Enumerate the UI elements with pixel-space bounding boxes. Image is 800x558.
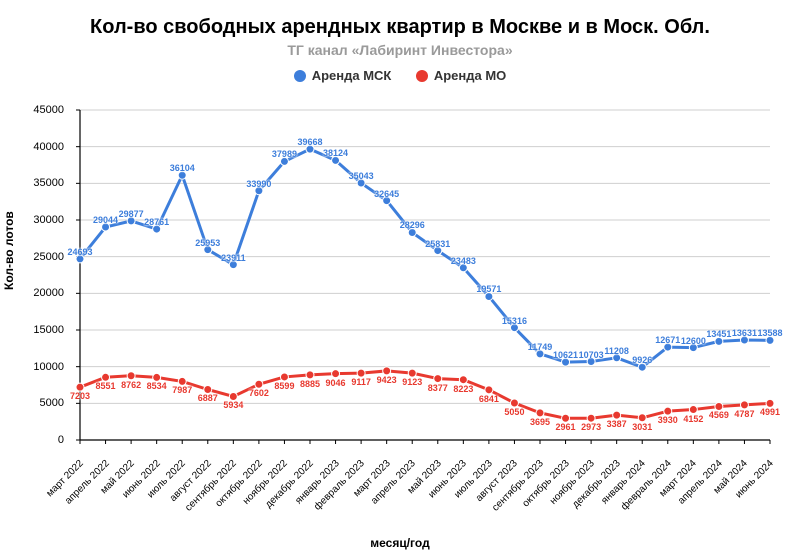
- data-label: 2961: [556, 422, 576, 432]
- data-label: 32645: [374, 189, 399, 199]
- data-label: 28296: [400, 220, 425, 230]
- data-label: 24693: [67, 247, 92, 257]
- chart-container: Кол-во свободных арендных квартир в Моск…: [0, 0, 800, 558]
- data-label: 13588: [757, 328, 782, 338]
- data-label: 33990: [246, 179, 271, 189]
- x-axis-title: месяц/год: [0, 536, 800, 550]
- y-tick-label: 10000: [33, 361, 64, 373]
- plot-area: 0500010000150002000025000300003500040000…: [70, 100, 780, 450]
- data-label: 8599: [274, 381, 294, 391]
- y-tick-label: 0: [58, 434, 64, 446]
- data-label: 29044: [93, 215, 118, 225]
- y-tick-label: 15000: [33, 324, 64, 336]
- data-label: 9423: [377, 375, 397, 385]
- data-label: 7602: [249, 388, 269, 398]
- data-label: 3387: [607, 419, 627, 429]
- legend: Аренда МСК Аренда МО: [0, 68, 800, 87]
- data-label: 9123: [402, 377, 422, 387]
- data-label: 8534: [147, 381, 167, 391]
- data-label: 7203: [70, 391, 90, 401]
- data-label: 10703: [579, 350, 604, 360]
- data-label: 9117: [351, 377, 371, 387]
- data-label: 4991: [760, 407, 780, 417]
- data-label: 38124: [323, 148, 348, 158]
- legend-item-msk: Аренда МСК: [294, 68, 392, 83]
- data-label: 5934: [223, 400, 243, 410]
- data-label: 7987: [172, 385, 192, 395]
- legend-dot-msk: [294, 70, 306, 82]
- data-label: 4787: [734, 409, 754, 419]
- data-label: 37989: [272, 149, 297, 159]
- data-label: 13451: [706, 329, 731, 339]
- data-label: 3031: [632, 422, 652, 432]
- data-label: 23483: [451, 256, 476, 266]
- data-label: 28761: [144, 217, 169, 227]
- y-tick-label: 25000: [33, 251, 64, 263]
- data-label: 9926: [632, 355, 652, 365]
- legend-label-msk: Аренда МСК: [312, 68, 392, 83]
- data-label: 11749: [528, 342, 553, 352]
- data-label: 4152: [683, 414, 703, 424]
- data-label: 3930: [658, 415, 678, 425]
- chart-title: Кол-во свободных арендных квартир в Моск…: [0, 16, 800, 39]
- y-tick-label: 5000: [40, 397, 64, 409]
- y-tick-label: 35000: [33, 177, 64, 189]
- data-label: 8551: [96, 381, 116, 391]
- data-label: 39668: [297, 137, 322, 147]
- data-label: 29877: [119, 209, 144, 219]
- data-label: 5050: [504, 407, 524, 417]
- legend-item-mo: Аренда МО: [416, 68, 506, 83]
- y-tick-label: 20000: [33, 287, 64, 299]
- chart-subtitle: ТГ канал «Лабиринт Инвестора»: [0, 42, 800, 58]
- y-tick-label: 30000: [33, 214, 64, 226]
- y-axis-title: Кол-во лотов: [2, 211, 16, 290]
- data-label: 8377: [428, 383, 448, 393]
- data-label: 13631: [732, 328, 757, 338]
- legend-label-mo: Аренда МО: [434, 68, 506, 83]
- data-label: 10621: [553, 350, 578, 360]
- data-label: 25953: [195, 238, 220, 248]
- y-tick-label: 40000: [33, 141, 64, 153]
- y-tick-label: 45000: [33, 104, 64, 116]
- data-label: 25831: [425, 239, 450, 249]
- data-label: 35043: [349, 171, 374, 181]
- data-label: 6841: [479, 394, 499, 404]
- legend-dot-mo: [416, 70, 428, 82]
- data-label: 12671: [655, 335, 680, 345]
- data-label: 23911: [221, 253, 246, 263]
- data-label: 4569: [709, 410, 729, 420]
- data-label: 8223: [453, 384, 473, 394]
- data-label: 8885: [300, 379, 320, 389]
- data-label: 2973: [581, 422, 601, 432]
- data-label: 8762: [121, 380, 141, 390]
- data-label: 19571: [476, 284, 501, 294]
- data-label: 9046: [326, 378, 346, 388]
- data-label: 11208: [604, 346, 629, 356]
- chart-svg: [70, 100, 780, 450]
- data-label: 36104: [170, 163, 195, 173]
- data-label: 12600: [681, 336, 706, 346]
- data-label: 3695: [530, 417, 550, 427]
- data-label: 6887: [198, 393, 218, 403]
- data-label: 15316: [502, 316, 527, 326]
